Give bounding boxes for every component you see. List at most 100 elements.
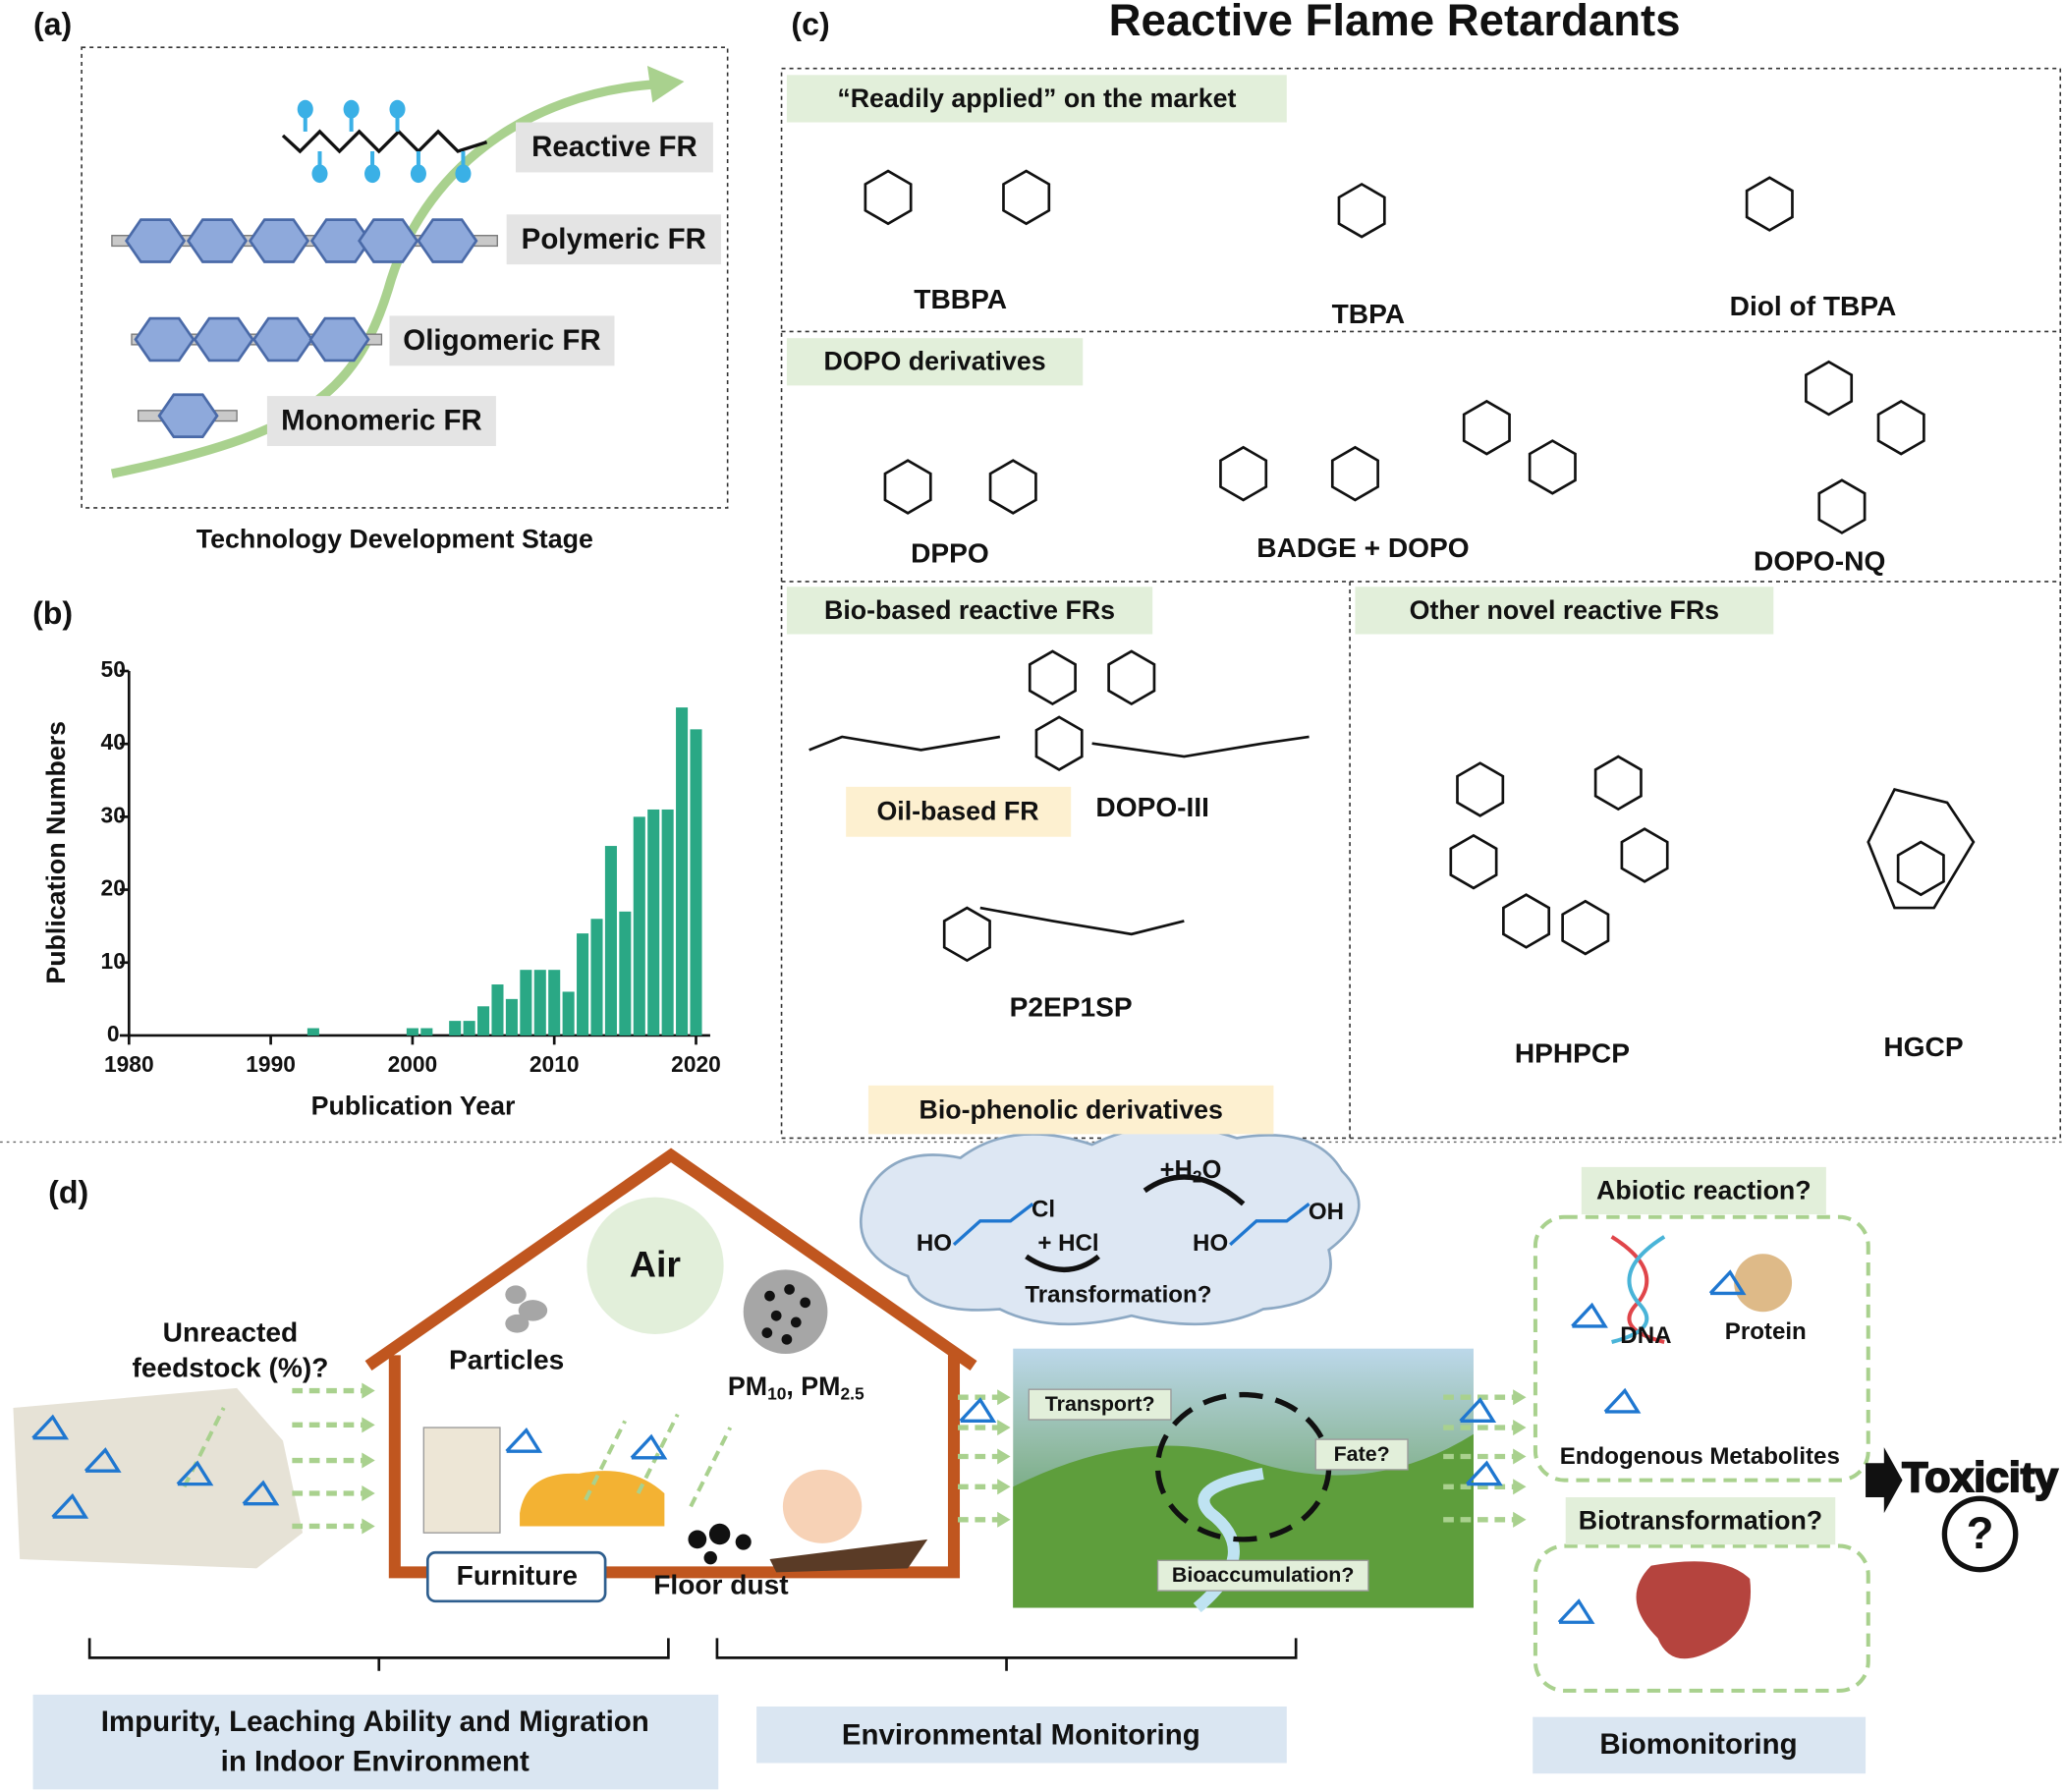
section-heading: Bio-based reactive FRs: [824, 595, 1115, 625]
sofa: [520, 1471, 665, 1527]
diffusion-arrow: [584, 1420, 627, 1501]
epoxide-motif: [630, 1433, 668, 1460]
y-tick-label: 10: [101, 948, 126, 974]
item-box: [389, 315, 615, 366]
diffusion-arrow: [636, 1413, 680, 1494]
compound-name: TBBPA: [914, 284, 1007, 314]
bar: [533, 970, 546, 1036]
monomer-unit: [134, 316, 195, 363]
structure-ring: [1805, 360, 1854, 417]
dna-strand: [1611, 1235, 1666, 1344]
particle: [505, 1314, 530, 1333]
label-box: [867, 1085, 1274, 1135]
structure-ring: [883, 459, 932, 515]
compound-name: Diol of TBPA: [1730, 291, 1897, 321]
epoxide-motif: [1603, 1387, 1642, 1414]
section-heading: Abiotic reaction?: [1596, 1175, 1812, 1204]
unreacted-label: feedstock (%)?: [132, 1353, 328, 1383]
panel-label: (c): [791, 6, 829, 41]
fr-type-label: Oligomeric FR: [403, 324, 600, 357]
structure-ring: [1745, 176, 1794, 232]
unreacted-label: Unreacted: [163, 1316, 298, 1347]
bioaccumulation-label: Bioaccumulation?: [1172, 1563, 1355, 1587]
bar: [647, 809, 660, 1036]
y-tick-label: 20: [101, 875, 126, 901]
epoxide-motif: [1571, 1302, 1608, 1328]
transformation-label: Transformation?: [1025, 1281, 1211, 1308]
bar: [491, 984, 504, 1036]
structure-ring: [1337, 182, 1386, 239]
hcl-label: + HCl: [1037, 1230, 1098, 1257]
heading-box: [1355, 587, 1774, 635]
question-mark: ?: [1967, 1508, 1994, 1558]
axis-title: Technology Development Stage: [196, 524, 593, 553]
structure-ring: [1528, 439, 1577, 495]
liver: [1636, 1561, 1752, 1659]
epoxide-motif: [1466, 1460, 1503, 1486]
metabolites-label: Endogenous Metabolites: [1560, 1443, 1840, 1470]
structure-ring: [1330, 445, 1379, 502]
abiotic-frame: [1533, 1214, 1870, 1483]
flow-arrowhead: [362, 1382, 375, 1399]
structure-ring: [1107, 649, 1156, 706]
fate-label: Fate?: [1334, 1442, 1390, 1466]
pendant-group: [455, 164, 472, 184]
pm-part: 2.5: [840, 1383, 864, 1403]
bar: [676, 707, 689, 1036]
epoxide-motif: [84, 1447, 122, 1473]
compound-name: DOPO-III: [1095, 792, 1209, 822]
structure-chain: [808, 735, 1976, 936]
molecule-bond: [952, 1203, 1034, 1247]
bar: [690, 729, 702, 1036]
flow-arrowhead: [997, 1511, 1011, 1528]
atom-label: OH: [1309, 1199, 1344, 1225]
pm-part: PM: [728, 1372, 767, 1401]
molecule-bond: [1229, 1203, 1310, 1247]
epoxide-motif: [242, 1480, 280, 1506]
toxicity-label: Toxicity: [1902, 1454, 2058, 1501]
protein-label: Protein: [1725, 1318, 1807, 1345]
item-box: [266, 396, 496, 446]
section-heading: “Readily applied” on the market: [837, 84, 1236, 113]
structure-ring: [1620, 827, 1669, 883]
bar: [633, 816, 645, 1036]
y-axis-title: Publication Numbers: [41, 721, 71, 984]
atom-label: HO: [1193, 1230, 1228, 1257]
flow-arrowhead: [362, 1417, 375, 1433]
roof: [364, 1148, 977, 1372]
bar: [562, 991, 575, 1036]
structure-ring: [1462, 399, 1511, 456]
bar: [619, 911, 632, 1036]
monomer-unit: [358, 218, 419, 263]
pm-part: 10: [767, 1383, 786, 1403]
baby: [782, 1469, 863, 1543]
y-tick-label: 40: [101, 729, 126, 755]
floor-dust-icon: [688, 1523, 752, 1565]
compound-name: HGCP: [1883, 1032, 1963, 1062]
item-box: [516, 122, 713, 173]
x-tick-label: 1980: [104, 1051, 154, 1077]
structure-ring: [1896, 840, 1945, 897]
bar: [661, 809, 674, 1036]
monomer-unit: [251, 316, 314, 363]
pendant-group: [410, 164, 426, 184]
x-tick-label: 1990: [246, 1051, 296, 1077]
furniture-box: [425, 1550, 607, 1603]
bar: [577, 933, 589, 1036]
panel-label: (a): [33, 6, 72, 41]
cloud: [860, 1125, 1361, 1326]
x-tick-label: 2000: [388, 1051, 438, 1077]
bar: [505, 998, 518, 1036]
flow-arrowhead: [1513, 1479, 1527, 1495]
y-tick-label: 0: [107, 1021, 120, 1046]
pm-label: PM10, PM2.5: [728, 1372, 864, 1403]
monomer-unit: [186, 218, 249, 263]
monomer-unit: [193, 316, 254, 363]
label-box: [846, 786, 1072, 837]
floor-dust-label: Floor dust: [653, 1570, 789, 1600]
reaction-arrow: [1143, 1174, 1246, 1206]
flow-arrowhead: [997, 1479, 1011, 1495]
structure-ring: [1876, 399, 1925, 456]
bar: [590, 919, 603, 1036]
label-box: [756, 1706, 1287, 1764]
